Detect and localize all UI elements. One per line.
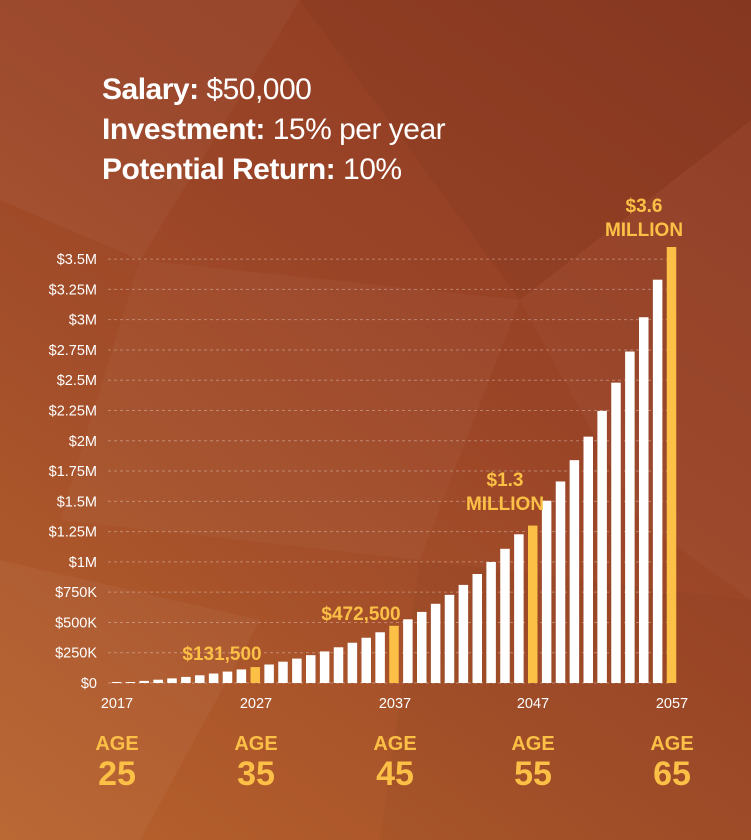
return-label: Potential Return: — [102, 153, 336, 186]
highlight-bar — [528, 525, 538, 683]
bar — [375, 632, 385, 683]
bar — [555, 481, 566, 683]
bar — [500, 548, 510, 683]
salary-label: Salary: — [102, 73, 199, 106]
callout-label: $1.3 — [487, 470, 524, 491]
age-label: AGE — [511, 733, 554, 755]
bar — [652, 279, 663, 683]
y-tick-label: $0 — [81, 676, 97, 692]
y-tick-label: $750K — [55, 585, 97, 601]
highlight-bar — [666, 247, 677, 683]
age-label: AGE — [650, 733, 693, 755]
bar — [264, 664, 274, 683]
investment-value: 15% per year — [272, 113, 446, 146]
x-tick-label: 2047 — [517, 696, 549, 712]
callout-label: MILLION — [466, 494, 544, 515]
return-line: Potential Return: 10% — [102, 150, 445, 190]
bar — [125, 682, 136, 683]
bar — [541, 500, 552, 683]
y-tick-label: $2.25M — [49, 404, 97, 420]
bar — [417, 611, 427, 683]
bar — [333, 647, 344, 683]
x-tick-label: 2027 — [240, 696, 272, 712]
bar — [195, 675, 205, 683]
y-tick-label: $2.75M — [49, 343, 97, 359]
bar — [167, 678, 177, 683]
x-tick-label: 2057 — [656, 696, 688, 712]
y-tick-label: $3.25M — [49, 282, 97, 298]
bar — [597, 410, 607, 683]
bar — [514, 534, 524, 683]
age-value: 65 — [653, 755, 691, 793]
bar — [208, 673, 219, 683]
assumptions-block: Salary: $50,000 Investment: 15% per year… — [102, 70, 446, 190]
bar — [444, 594, 455, 683]
y-tick-label: $1.5M — [57, 494, 97, 510]
y-tick-label: $2.5M — [57, 373, 97, 389]
x-tick-label: 2037 — [379, 696, 411, 712]
bar — [361, 637, 371, 683]
bar — [236, 669, 247, 683]
age-value: 55 — [514, 755, 552, 793]
investment-line: Investment: 15% per year — [102, 110, 446, 150]
callout-label: MILLION — [605, 220, 683, 241]
bar — [403, 619, 413, 683]
bar — [306, 655, 316, 683]
y-tick-label: $3M — [69, 313, 97, 329]
return-value: 10% — [343, 153, 402, 186]
y-tick-label: $2M — [69, 434, 97, 450]
x-tick-label: 2017 — [101, 696, 133, 712]
y-tick-label: $1.25M — [49, 525, 97, 541]
bar — [111, 682, 122, 683]
bar — [458, 584, 469, 683]
age-label: AGE — [373, 733, 416, 755]
age-value: 25 — [98, 755, 136, 793]
y-tick-label: $250K — [55, 646, 97, 662]
y-tick-label: $3.5M — [57, 252, 97, 268]
investment-label: Investment: — [102, 113, 265, 146]
age-label: AGE — [234, 733, 277, 755]
bar — [222, 671, 233, 683]
age-value: 45 — [376, 755, 414, 793]
bar — [347, 642, 358, 683]
bar — [486, 562, 496, 683]
bar — [319, 651, 330, 683]
bar — [569, 460, 580, 683]
bar — [139, 680, 149, 683]
bar — [181, 676, 191, 683]
highlight-bar — [250, 667, 260, 683]
bar — [153, 679, 163, 683]
age-value: 35 — [237, 755, 275, 793]
bar — [472, 574, 482, 683]
bar — [625, 351, 635, 683]
bar — [611, 382, 621, 683]
bar — [278, 661, 288, 683]
bar — [430, 603, 441, 683]
y-tick-label: $1M — [69, 555, 97, 571]
age-label: AGE — [95, 733, 138, 755]
y-tick-label: $1.75M — [49, 464, 97, 480]
bar — [583, 436, 593, 683]
salary-line: Salary: $50,000 — [102, 70, 445, 110]
bar — [292, 658, 302, 683]
salary-value: $50,000 — [206, 73, 312, 106]
callout-label: $3.6 — [626, 196, 663, 217]
callout-label: $472,500 — [321, 604, 400, 625]
bar — [639, 317, 649, 683]
highlight-bar — [389, 625, 399, 683]
callout-label: $131,500 — [182, 644, 261, 665]
y-tick-label: $500K — [55, 615, 97, 631]
